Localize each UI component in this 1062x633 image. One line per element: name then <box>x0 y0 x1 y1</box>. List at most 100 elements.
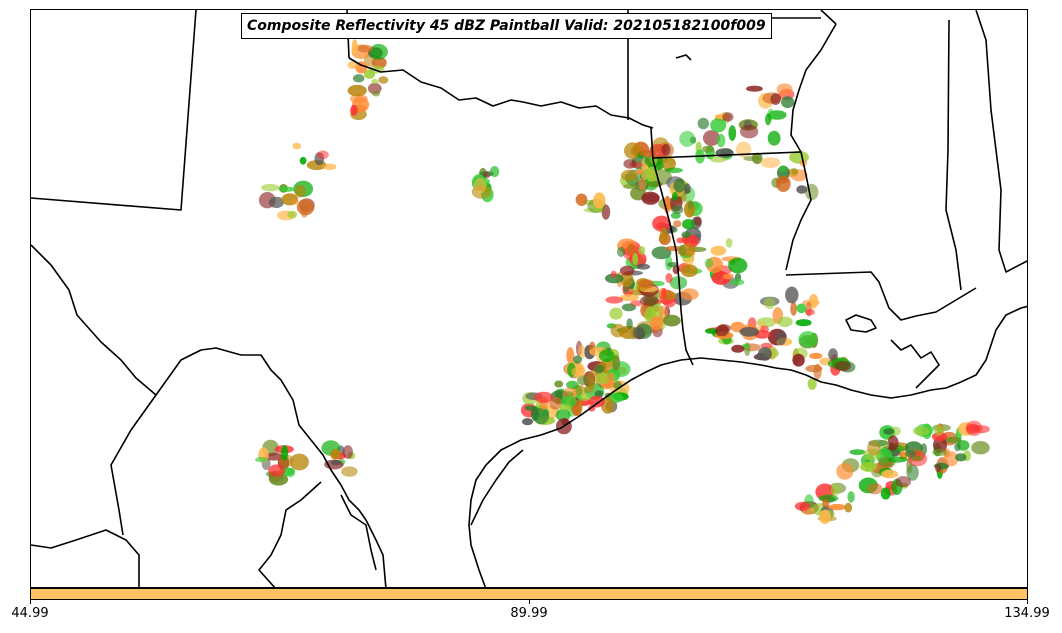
echo-blob <box>912 426 930 436</box>
echo-blob <box>534 391 554 403</box>
echo-blob <box>697 117 709 130</box>
echo-blob <box>883 428 895 435</box>
rio-grande-border <box>155 347 387 587</box>
echo-blob <box>776 330 787 346</box>
echo-blob <box>330 448 341 460</box>
echo-blob <box>807 377 817 390</box>
colorbar-label-min: 44.99 <box>11 606 49 621</box>
echo-blob <box>671 205 684 215</box>
echo-blob <box>595 372 610 385</box>
echo-blob <box>323 163 337 170</box>
echo-blob <box>883 469 892 479</box>
echo-blob <box>579 393 591 401</box>
state-border-tx-la <box>650 127 694 366</box>
echo-blob <box>777 316 793 327</box>
echo-blob <box>798 331 818 348</box>
echo-blob <box>808 293 819 309</box>
echo-blob <box>794 501 811 511</box>
state-border-al-ga <box>975 10 1027 273</box>
echo-blob <box>639 279 655 289</box>
mississippi-river-border <box>785 23 837 271</box>
echo-blob <box>770 93 781 105</box>
echo-blob <box>573 355 582 364</box>
echo-blob <box>795 319 812 327</box>
echo-blob <box>805 308 815 316</box>
echo-blob <box>681 231 691 239</box>
echo-blob <box>760 157 781 169</box>
red-river-border <box>348 57 654 129</box>
echo-blob <box>676 237 685 244</box>
echo-blob <box>278 186 295 192</box>
echo-blob <box>566 347 575 364</box>
echo-blob <box>549 397 562 410</box>
echo-blob <box>954 442 961 452</box>
echo-blob <box>294 185 306 198</box>
echo-blob <box>796 303 807 314</box>
echo-blob <box>974 425 990 434</box>
echo-blob <box>639 295 660 306</box>
echo-blob <box>678 244 687 256</box>
mexico-border-west <box>110 394 157 536</box>
mexico-state-border-3 <box>340 494 377 571</box>
echo-blob <box>673 220 682 228</box>
map-panel <box>30 9 1028 588</box>
echo-blob <box>635 168 643 175</box>
echo-blob <box>728 125 737 141</box>
echo-blob <box>971 441 990 455</box>
colorbar-tick <box>1027 600 1028 604</box>
echo-blob <box>779 165 788 172</box>
state-border-ms-al <box>945 19 962 291</box>
echo-blob <box>933 436 947 453</box>
echo-blob <box>652 215 671 232</box>
map-boundaries <box>31 10 1027 587</box>
echo-blob <box>830 483 840 497</box>
echo-blob <box>715 325 729 337</box>
echo-blob <box>702 145 715 153</box>
echo-blob <box>571 366 587 377</box>
reflectivity-echoes <box>255 39 990 525</box>
echo-blob <box>352 74 365 83</box>
echo-blob <box>680 264 698 278</box>
echo-blob <box>287 210 298 219</box>
echo-blob <box>836 463 854 480</box>
echo-blob <box>255 456 268 463</box>
echo-blob <box>687 200 694 210</box>
echo-blob <box>860 461 877 472</box>
echo-blob <box>650 316 664 331</box>
echo-blob <box>268 464 286 477</box>
echo-blob <box>673 178 686 193</box>
echo-blob <box>626 318 633 330</box>
colorbar-tick <box>30 600 31 604</box>
echo-blob <box>560 395 577 408</box>
state-border-nm-co <box>31 10 197 211</box>
echo-blob <box>679 130 696 147</box>
echo-blob <box>662 314 681 327</box>
echo-blob <box>722 112 734 122</box>
echo-blob <box>575 193 588 206</box>
lake-texoma <box>675 54 692 61</box>
echo-blob <box>791 168 798 175</box>
echo-blob <box>809 352 823 360</box>
echo-blob <box>637 177 647 191</box>
echo-blob <box>880 487 891 500</box>
echo-blob <box>664 167 684 174</box>
echo-blob <box>710 156 727 163</box>
echo-blob <box>943 436 962 444</box>
echo-blob <box>609 307 623 320</box>
echo-blob <box>680 288 699 301</box>
echo-blob <box>588 395 605 408</box>
colorbar <box>30 588 1028 600</box>
echo-blob <box>781 96 795 109</box>
echo-blob <box>844 502 853 513</box>
echo-blob <box>671 191 678 201</box>
echo-blob <box>624 142 641 159</box>
map-canvas <box>31 10 1027 587</box>
echo-blob <box>594 390 604 398</box>
echo-blob <box>764 297 776 310</box>
echo-blob <box>268 196 284 208</box>
echo-blob <box>805 364 823 373</box>
echo-blob <box>661 156 676 171</box>
echo-blob <box>372 90 381 97</box>
echo-blob <box>296 199 315 216</box>
echo-blob <box>757 347 772 361</box>
